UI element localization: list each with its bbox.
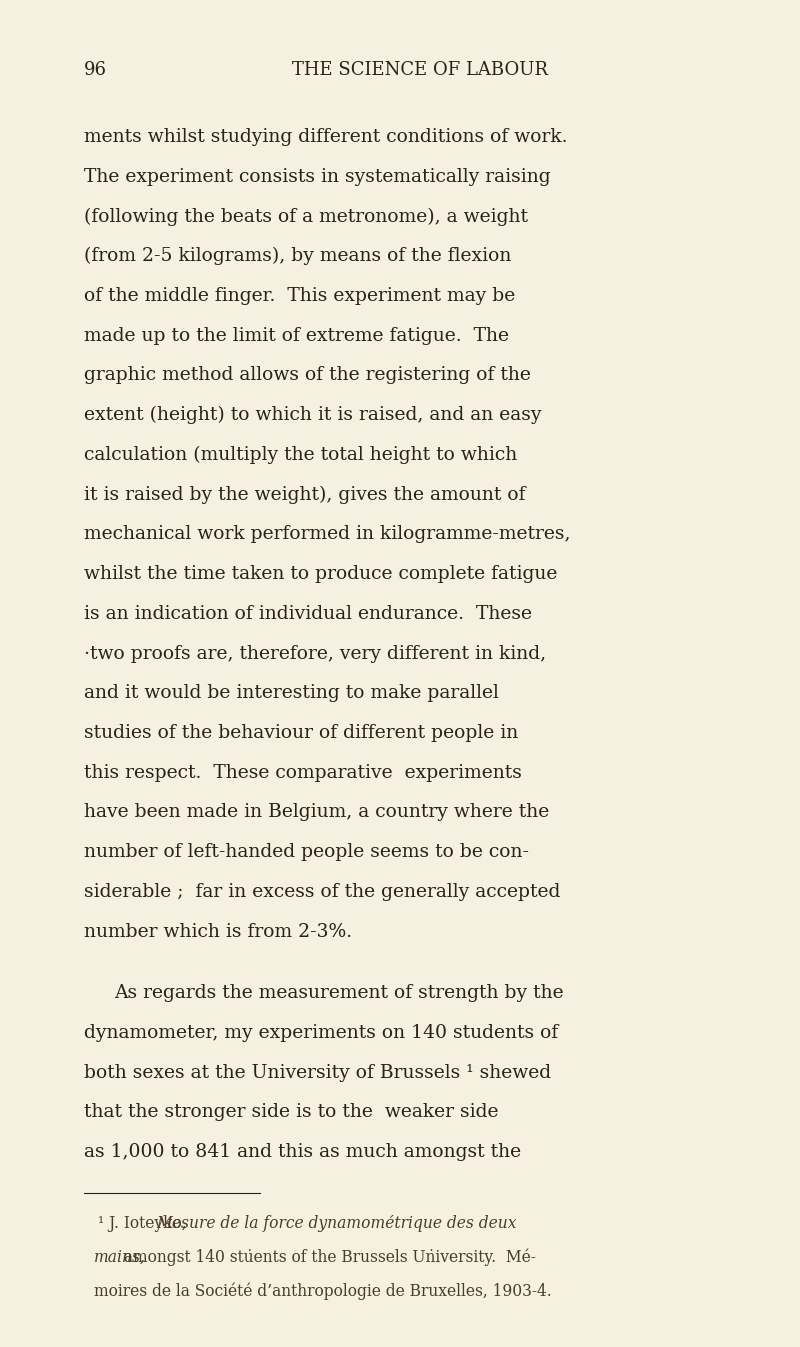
Text: moires de la Société d’anthropologie de Bruxelles, 1903-4.: moires de la Société d’anthropologie de …	[94, 1282, 552, 1300]
Text: made up to the limit of extreme fatigue.  The: made up to the limit of extreme fatigue.…	[84, 326, 509, 345]
Text: that the stronger side is to the  weaker side: that the stronger side is to the weaker …	[84, 1103, 498, 1122]
Text: THE SCIENCE OF LABOUR: THE SCIENCE OF LABOUR	[292, 61, 548, 78]
Text: have been made in Belgium, a country where the: have been made in Belgium, a country whe…	[84, 803, 550, 822]
Text: and it would be interesting to make parallel: and it would be interesting to make para…	[84, 684, 499, 702]
Text: graphic method allows of the registering of the: graphic method allows of the registering…	[84, 366, 531, 384]
Text: ¹ J. Ioteyko,: ¹ J. Ioteyko,	[98, 1215, 192, 1231]
Text: is an indication of individual endurance.  These: is an indication of individual endurance…	[84, 605, 532, 622]
Text: As regards the measurement of strength by the: As regards the measurement of strength b…	[114, 985, 564, 1002]
Text: number which is from 2-3%.: number which is from 2-3%.	[84, 923, 352, 940]
Text: it is raised by the weight), gives the amount of: it is raised by the weight), gives the a…	[84, 485, 526, 504]
Text: (following the beats of a metronome), a weight: (following the beats of a metronome), a …	[84, 207, 528, 226]
Text: both sexes at the University of Brussels ¹ shewed: both sexes at the University of Brussels…	[84, 1064, 551, 1082]
Text: mains,: mains,	[94, 1249, 146, 1266]
Text: ments whilst studying different conditions of work.: ments whilst studying different conditio…	[84, 128, 567, 145]
Text: as 1,000 to 841 and this as much amongst the: as 1,000 to 841 and this as much amongst…	[84, 1144, 521, 1161]
Text: dynamometer, my experiments on 140 students of: dynamometer, my experiments on 140 stude…	[84, 1024, 558, 1043]
Text: (from 2-5 kilograms), by means of the flexion: (from 2-5 kilograms), by means of the fl…	[84, 247, 511, 265]
Text: extent (height) to which it is raised, and an easy: extent (height) to which it is raised, a…	[84, 405, 542, 424]
Text: number of left-handed people seems to be con-: number of left-handed people seems to be…	[84, 843, 529, 861]
Text: 96: 96	[84, 61, 107, 78]
Text: The experiment consists in systematically raising: The experiment consists in systematicall…	[84, 167, 550, 186]
Text: this respect.  These comparative  experiments: this respect. These comparative experime…	[84, 764, 522, 781]
Text: ·two proofs are, therefore, very different in kind,: ·two proofs are, therefore, very differe…	[84, 644, 546, 663]
Text: calculation (multiply the total height to which: calculation (multiply the total height t…	[84, 446, 518, 465]
Text: Mesure de la force dynamométrique des deux: Mesure de la force dynamométrique des d…	[156, 1215, 517, 1231]
Text: whilst the time taken to produce complete fatigue: whilst the time taken to produce complet…	[84, 564, 558, 583]
Text: amongst 140 stu̇ents of the Brussels Uṅiversity.  Mé-: amongst 140 stu̇ents of the Brussels Uṅ…	[119, 1249, 536, 1266]
Text: siderable ;  far in excess of the generally accepted: siderable ; far in excess of the general…	[84, 882, 560, 901]
Text: studies of the behaviour of different people in: studies of the behaviour of different pe…	[84, 723, 518, 742]
Text: mechanical work performed in kilogramme-metres,: mechanical work performed in kilogramme-…	[84, 525, 570, 543]
Text: of the middle finger.  This experiment may be: of the middle finger. This experiment ma…	[84, 287, 515, 304]
